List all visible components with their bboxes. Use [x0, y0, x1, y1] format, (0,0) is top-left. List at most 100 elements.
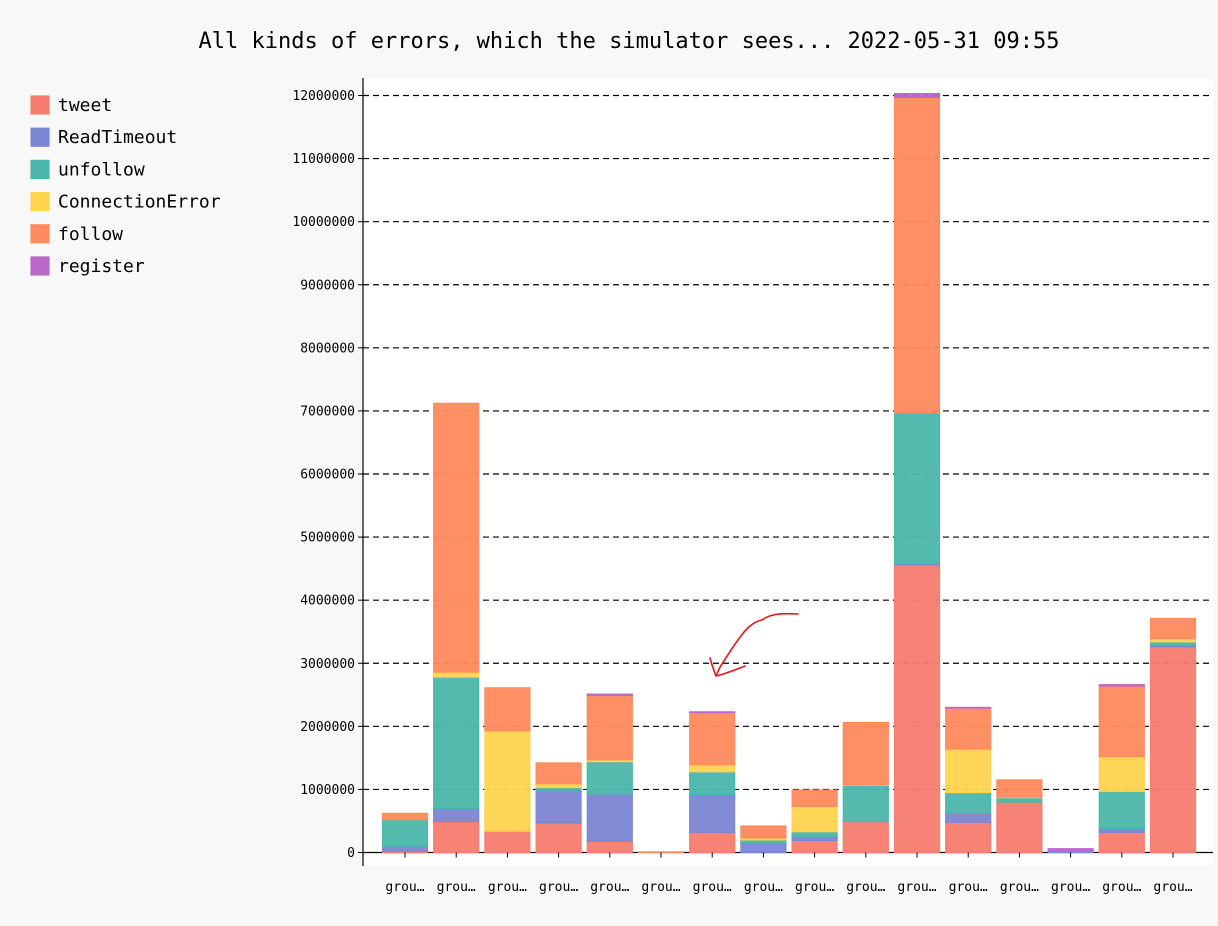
- bar-segment-connectionerror[interactable]: [1098, 756, 1145, 792]
- y-tick-label: 11000000: [292, 152, 355, 167]
- legend-swatch: [30, 159, 50, 179]
- bar-segment-unfollow[interactable]: [586, 761, 633, 795]
- bar-segment-connectionerror[interactable]: [689, 764, 736, 773]
- x-tick-label: grou…: [693, 880, 732, 895]
- y-axis: 0 1000000 2000000 3000000 4000000 5000000 6000…: [292, 78, 1213, 866]
- bar-segment-unfollow[interactable]: [842, 784, 889, 823]
- y-tick-label: 1000000: [300, 783, 355, 798]
- legend-item-connectionerror[interactable]: ConnectionError: [30, 192, 221, 213]
- x-tick-label: grou…: [641, 880, 680, 895]
- y-tick-label: 12000000: [292, 89, 355, 104]
- bar-segment-connectionerror[interactable]: [484, 730, 531, 832]
- bar-segment-tweet[interactable]: [1149, 646, 1197, 854]
- x-axis: grou… grou… grou… grou… grou… grou… grou… grou……: [385, 852, 1193, 895]
- x-tick-label: grou…: [1153, 880, 1192, 895]
- y-tick-label: 10000000: [292, 215, 355, 230]
- legend-item-tweet[interactable]: tweet: [30, 95, 112, 116]
- bar-segment-register[interactable]: [1098, 684, 1145, 687]
- bars: [381, 93, 1197, 854]
- y-tick-label: 3000000: [300, 657, 355, 672]
- x-tick-label: grou…: [795, 880, 834, 895]
- bar-segment-tweet[interactable]: [535, 822, 582, 854]
- x-tick-label: grou…: [897, 880, 936, 895]
- legend-swatch: [30, 127, 50, 147]
- bar-segment-tweet[interactable]: [996, 801, 1043, 854]
- bar-segment-follow[interactable]: [996, 779, 1043, 798]
- bar-segment-follow[interactable]: [535, 762, 582, 785]
- bar-segment-readtimeout[interactable]: [535, 789, 582, 824]
- legend-item-readtimeout[interactable]: ReadTimeout: [30, 127, 177, 148]
- x-tick-label: grou…: [385, 880, 424, 895]
- bar-segment-unfollow[interactable]: [689, 771, 736, 796]
- bar-segment-follow[interactable]: [791, 789, 838, 808]
- bar-segment-tweet[interactable]: [586, 840, 633, 854]
- bar-segment-follow[interactable]: [893, 96, 941, 414]
- bar-segment-follow[interactable]: [689, 711, 736, 766]
- bar-segment-tweet[interactable]: [433, 820, 480, 854]
- bar-segment-follow[interactable]: [381, 812, 429, 821]
- bar-segment-tweet[interactable]: [945, 821, 992, 854]
- bar-segment-follow[interactable]: [586, 694, 633, 761]
- bar-segment-tweet[interactable]: [689, 831, 736, 854]
- bar-segment-unfollow[interactable]: [945, 791, 992, 814]
- bar-segment-readtimeout[interactable]: [586, 793, 633, 842]
- bar-segment-follow[interactable]: [740, 825, 787, 839]
- bar-segment-follow[interactable]: [637, 851, 685, 854]
- legend-label: follow: [58, 224, 123, 245]
- bar-segment-follow[interactable]: [1149, 617, 1197, 640]
- x-tick-label: grou…: [1102, 880, 1141, 895]
- bar-segment-register[interactable]: [689, 711, 736, 714]
- legend-swatch: [30, 192, 50, 212]
- bar-segment-tweet[interactable]: [842, 820, 889, 854]
- x-tick-label: grou…: [437, 880, 476, 895]
- legend-item-register[interactable]: register: [30, 256, 145, 277]
- bar-segment-tweet[interactable]: [1098, 831, 1145, 854]
- legend: tweet ReadTimeout unfollow ConnectionError f…: [30, 95, 221, 277]
- legend-swatch: [30, 95, 50, 115]
- legend-item-follow[interactable]: follow: [30, 224, 123, 245]
- y-tick-label: 7000000: [300, 404, 355, 419]
- legend-label: ReadTimeout: [58, 127, 177, 148]
- x-tick-label: grou…: [744, 880, 783, 895]
- legend-label: register: [58, 256, 145, 277]
- bar-segment-readtimeout[interactable]: [381, 845, 429, 852]
- bar-segment-readtimeout[interactable]: [433, 807, 480, 823]
- y-tick-label: 4000000: [300, 594, 355, 609]
- bar-segment-unfollow[interactable]: [433, 676, 480, 809]
- bar-segment-connectionerror[interactable]: [791, 805, 838, 833]
- bar-segment-follow[interactable]: [945, 707, 992, 750]
- bar-segment-tweet[interactable]: [484, 830, 531, 854]
- bar-segment-follow[interactable]: [484, 687, 531, 732]
- y-tick-label: 0: [347, 846, 355, 861]
- bar-segment-readtimeout[interactable]: [945, 812, 992, 823]
- bar-segment-follow[interactable]: [433, 402, 480, 673]
- bar-segment-unfollow[interactable]: [381, 819, 429, 847]
- bar-segment-readtimeout[interactable]: [740, 842, 787, 854]
- x-tick-label: grou…: [846, 880, 885, 895]
- y-tick-label: 9000000: [300, 278, 355, 293]
- x-tick-label: grou…: [590, 880, 629, 895]
- bar-segment-register[interactable]: [893, 93, 941, 98]
- x-tick-label: grou…: [1051, 880, 1090, 895]
- bar-segment-tweet[interactable]: [893, 564, 941, 854]
- legend-label: ConnectionError: [58, 192, 221, 213]
- bar-segment-register[interactable]: [1047, 848, 1094, 852]
- bar-segment-unfollow[interactable]: [1098, 790, 1145, 830]
- bar-segment-register[interactable]: [586, 693, 633, 697]
- y-tick-label: 5000000: [300, 531, 355, 546]
- bar-segment-connectionerror[interactable]: [945, 748, 992, 794]
- bar-segment-follow[interactable]: [1098, 685, 1145, 758]
- bar-segment-follow[interactable]: [842, 721, 889, 785]
- legend-item-unfollow[interactable]: unfollow: [30, 159, 145, 180]
- bar-segment-unfollow[interactable]: [791, 831, 838, 838]
- bar-segment-unfollow[interactable]: [996, 797, 1043, 803]
- bar-segment-tweet[interactable]: [791, 839, 838, 854]
- bar-segment-connectionerror[interactable]: [433, 671, 480, 678]
- bar-segment-register[interactable]: [945, 706, 992, 709]
- legend-swatch: [30, 224, 50, 244]
- x-tick-label: grou…: [949, 880, 988, 895]
- y-tick-label: 8000000: [300, 341, 355, 356]
- bar-segment-unfollow[interactable]: [893, 412, 941, 565]
- bar-segment-readtimeout[interactable]: [689, 793, 736, 833]
